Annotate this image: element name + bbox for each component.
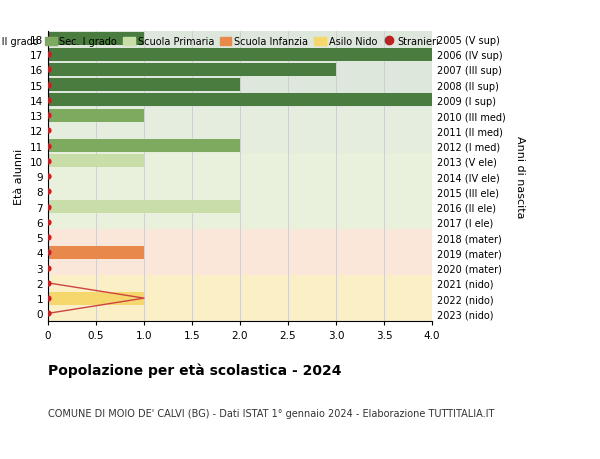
Bar	[48, 49, 432, 62]
Bar	[48, 201, 240, 213]
Bar	[48, 47, 432, 62]
Legend: Sec. II grado, Sec. I grado, Scuola Primaria, Scuola Infanzia, Asilo Nido, Stran: Sec. II grado, Sec. I grado, Scuola Prim…	[0, 37, 439, 47]
Bar	[48, 64, 336, 77]
Bar	[48, 32, 432, 47]
Bar	[48, 109, 144, 122]
Bar	[48, 155, 144, 168]
Bar	[48, 140, 240, 153]
Bar	[48, 93, 432, 108]
Bar	[48, 33, 144, 46]
Bar	[48, 200, 432, 215]
Bar	[48, 78, 432, 93]
Bar	[48, 185, 432, 200]
Bar	[48, 154, 432, 169]
Bar	[48, 139, 432, 154]
Text: COMUNE DI MOIO DE' CALVI (BG) - Dati ISTAT 1° gennaio 2024 - Elaborazione TUTTIT: COMUNE DI MOIO DE' CALVI (BG) - Dati IST…	[48, 409, 494, 419]
Bar	[48, 108, 432, 123]
Bar	[48, 245, 432, 260]
Bar	[48, 169, 432, 185]
Bar	[48, 79, 240, 92]
Text: Popolazione per età scolastica - 2024: Popolazione per età scolastica - 2024	[48, 363, 341, 377]
Bar	[48, 292, 144, 305]
Y-axis label: Anni di nascita: Anni di nascita	[515, 135, 525, 218]
Bar	[48, 291, 432, 306]
Bar	[48, 246, 144, 259]
Bar	[48, 123, 432, 139]
Bar	[48, 306, 432, 321]
Bar	[48, 276, 432, 291]
Bar	[48, 94, 432, 107]
Bar	[48, 215, 432, 230]
Bar	[48, 260, 432, 276]
Bar	[48, 230, 432, 245]
Y-axis label: Età alunni: Età alunni	[14, 149, 25, 205]
Bar	[48, 62, 432, 78]
